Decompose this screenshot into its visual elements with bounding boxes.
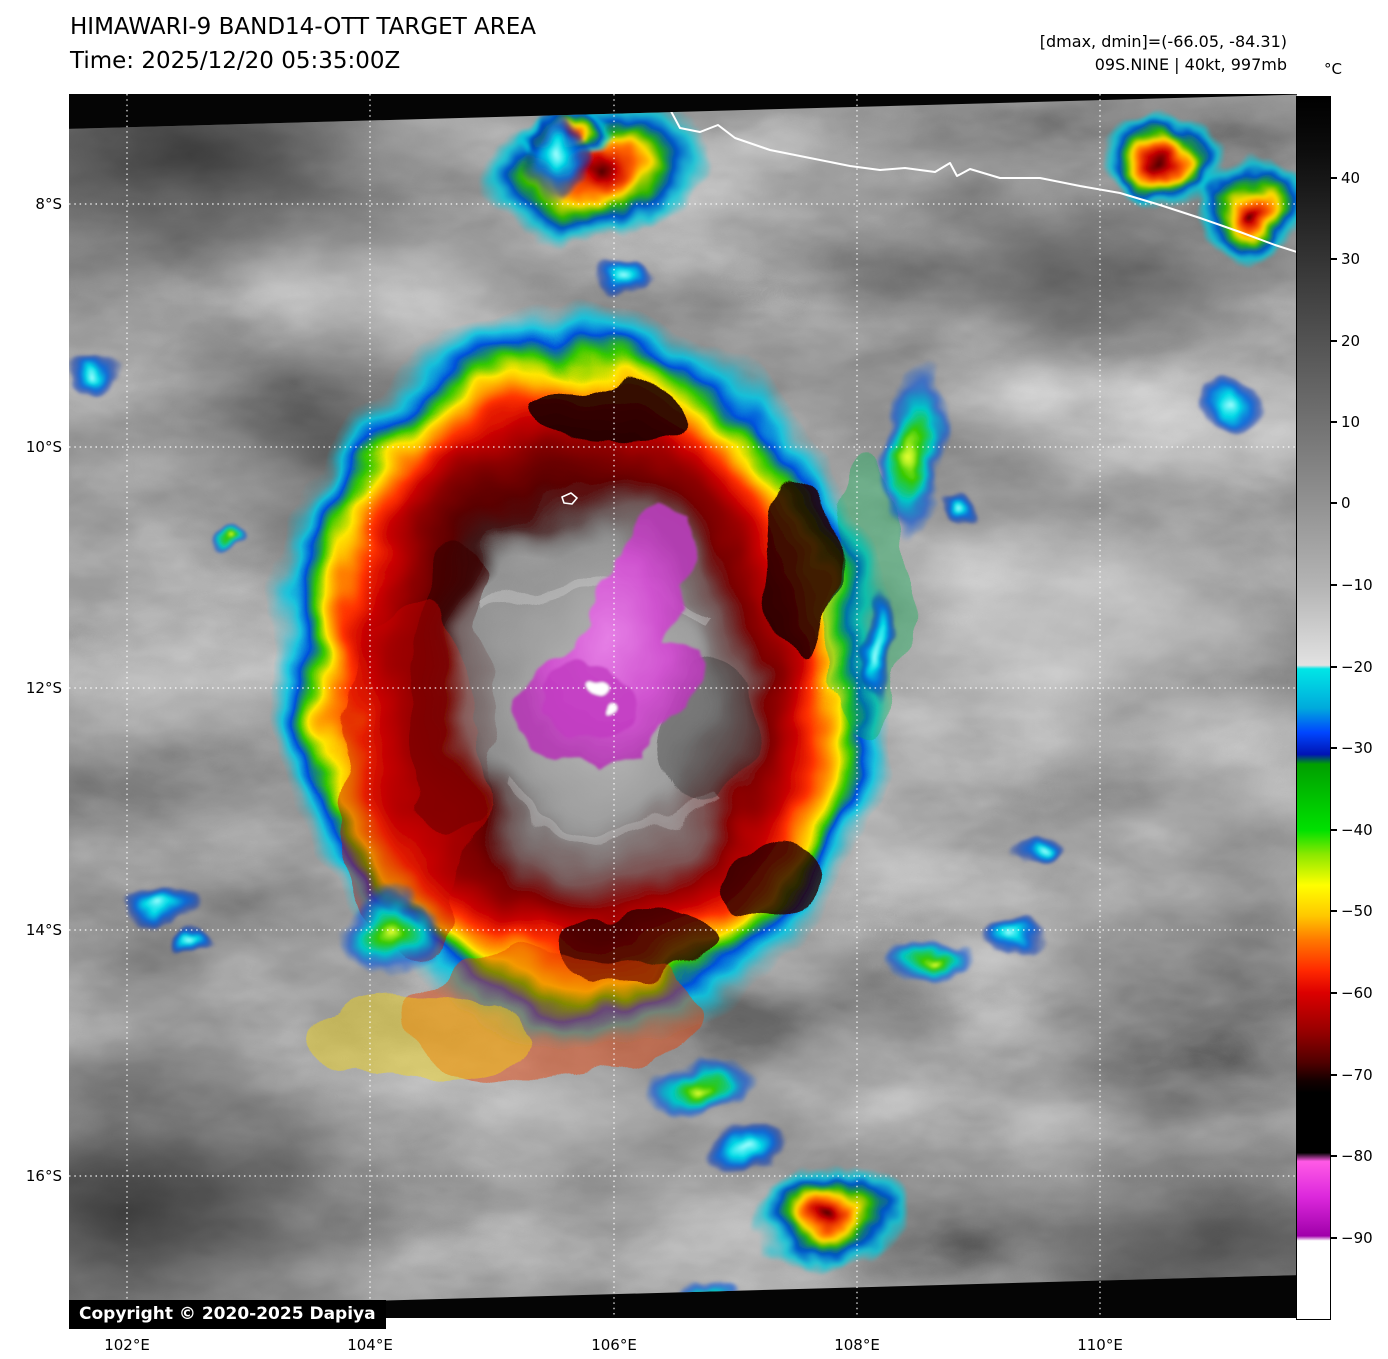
christmas-island-outline xyxy=(561,492,578,505)
timestamp: Time: 2025/12/20 05:35:00Z xyxy=(70,48,401,74)
eye-white-spot-small xyxy=(599,705,611,715)
colorbar-tick-40: 40 xyxy=(1341,169,1361,187)
page-title: HIMAWARI-9 BAND14-OTT TARGET AREA xyxy=(70,14,537,40)
colorbar-tickmark xyxy=(1331,666,1337,668)
lon-label-104e: 104°E xyxy=(347,1336,393,1354)
overshooting-tops-magenta xyxy=(515,505,700,770)
colorbar-tickmark xyxy=(1331,1237,1337,1239)
lon-label-108e: 108°E xyxy=(834,1336,880,1354)
satellite-map xyxy=(69,94,1297,1318)
lon-label-106e: 106°E xyxy=(591,1336,637,1354)
colorbar-tick-m40: −40 xyxy=(1341,821,1373,839)
lat-label-14s: 14°S xyxy=(25,921,62,939)
colorbar-tickmark xyxy=(1331,502,1337,504)
colorbar-tick-m60: −60 xyxy=(1341,984,1373,1002)
header-right-block: [dmax, dmin]=(-66.05, -84.31) 09S.NINE |… xyxy=(1040,30,1287,76)
colorbar-tick-m20: −20 xyxy=(1341,658,1373,676)
colorbar-tick-m10: −10 xyxy=(1341,576,1373,594)
colorbar-tickmark xyxy=(1331,1074,1337,1076)
colorbar-tick-m70: −70 xyxy=(1341,1066,1373,1084)
lat-label-10s: 10°S xyxy=(25,438,62,456)
colorbar-unit-label: °C xyxy=(1324,60,1342,78)
dmax-dmin-readout: [dmax, dmin]=(-66.05, -84.31) xyxy=(1039,32,1287,51)
temperature-colorbar xyxy=(1296,96,1331,1320)
colorbar-tickmark xyxy=(1331,340,1337,342)
coastline-overlay xyxy=(561,94,1297,505)
colorbar-tick-m80: −80 xyxy=(1341,1147,1373,1165)
colorbar-tickmark xyxy=(1331,421,1337,423)
copyright-watermark: Copyright © 2020-2025 Dapiya xyxy=(69,1300,386,1329)
storm-id-intensity: 09S.NINE | 40kt, 997mb xyxy=(1094,55,1287,74)
eye-white-spot xyxy=(588,675,608,691)
colorbar-tickmark xyxy=(1331,829,1337,831)
lat-label-8s: 8°S xyxy=(35,195,62,213)
colorbar-tick-m90: −90 xyxy=(1341,1229,1373,1247)
lat-label-12s: 12°S xyxy=(25,679,62,697)
lat-label-16s: 16°S xyxy=(25,1167,62,1185)
colorbar-tickmark xyxy=(1331,1155,1337,1157)
colorbar-tick-10: 10 xyxy=(1341,413,1361,431)
colorbar-tickmark xyxy=(1331,910,1337,912)
colorbar-tick-m50: −50 xyxy=(1341,902,1373,920)
colorbar-tickmark xyxy=(1331,747,1337,749)
lon-label-110e: 110°E xyxy=(1077,1336,1123,1354)
colorbar-tickmark xyxy=(1331,584,1337,586)
colorbar-tick-20: 20 xyxy=(1341,332,1361,350)
grid-lines xyxy=(69,94,1297,1318)
colorbar-tickmark xyxy=(1331,258,1337,260)
scan-data-region xyxy=(69,94,1297,1310)
colorbar-tickmark xyxy=(1331,992,1337,994)
colorbar-tickmark xyxy=(1331,177,1337,179)
satellite-scene xyxy=(69,94,1297,1318)
lon-label-102e: 102°E xyxy=(104,1336,150,1354)
colorbar-tick-m30: −30 xyxy=(1341,739,1373,757)
colorbar-tick-30: 30 xyxy=(1341,250,1361,268)
convective-cells xyxy=(69,95,1297,1310)
colorbar-tick-0: 0 xyxy=(1341,494,1351,512)
coastline-java xyxy=(659,94,1297,253)
